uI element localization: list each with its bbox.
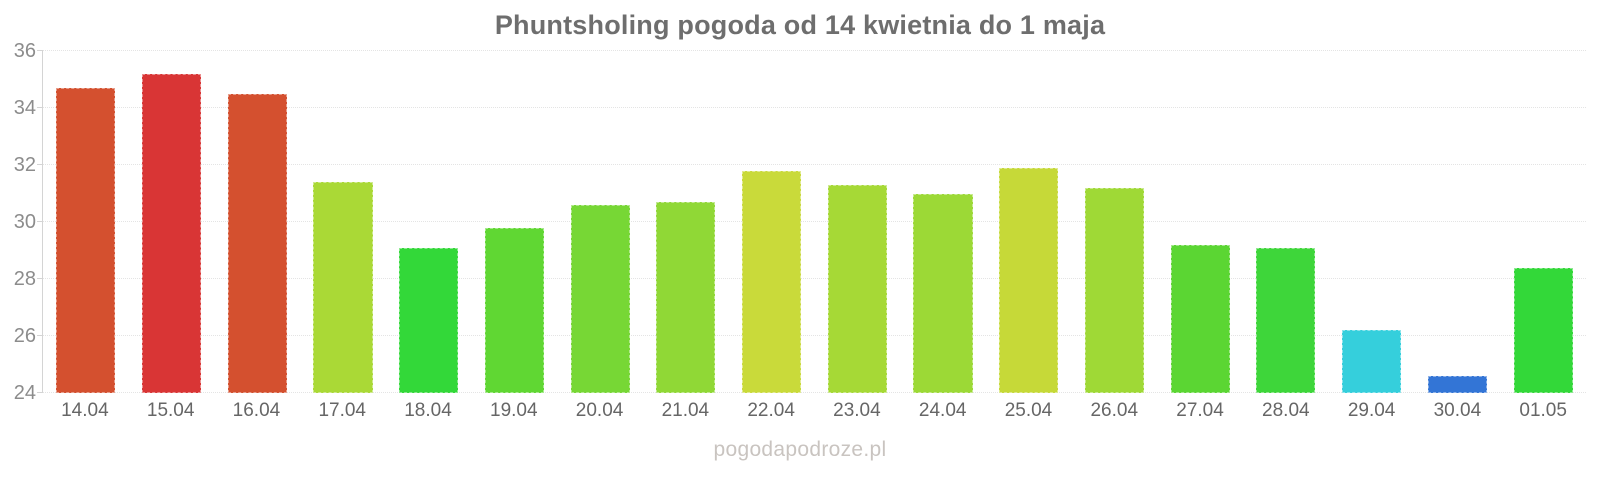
chart-bar-18.04[interactable] [399,247,459,393]
bar-slot [1072,51,1158,393]
chart-bar-29.04[interactable] [1342,330,1402,393]
x-tick-label: 29.04 [1347,400,1396,421]
bar-slot [214,51,300,393]
plot-area [37,50,1586,393]
chart-bar-19.04[interactable] [484,227,545,393]
x-tick-label: 18.04 [404,400,452,421]
grid-line [37,221,1586,222]
chart-bar-25.04[interactable] [999,167,1059,393]
chart-bar-16.04[interactable] [227,93,287,393]
chart-bar-28.04[interactable] [1256,247,1316,393]
bar-slot [986,51,1072,393]
chart-bar-22.04[interactable] [742,170,802,393]
y-axis: 24 26 28 30 32 34 36 [6,41,42,403]
x-tick-label: 25.04 [1004,400,1053,421]
x-tick-label: 30.04 [1433,400,1482,421]
x-tick-label: 26.04 [1090,400,1139,421]
chart-bar-27.04[interactable] [1170,244,1230,393]
bar-slot [1415,51,1501,393]
grid-line [37,50,1586,51]
bar-slot [43,51,129,393]
bar-slot [729,51,815,393]
x-tick-label: 17.04 [318,400,366,421]
bar-slot [386,51,472,393]
bar-slot [1500,51,1586,393]
bar-slot [814,51,900,393]
x-tick-label: 20.04 [575,400,624,421]
chart-bar-17.04[interactable] [313,182,373,393]
x-tick-label: 15.04 [146,400,195,421]
chart-area: 24 26 28 30 32 34 36 [6,41,1586,403]
chart-bar-01.05[interactable] [1513,267,1573,393]
grid-line [37,392,1586,393]
bar-slot [557,51,643,393]
y-tick-label: 24 [13,382,36,404]
x-tick-label: 27.04 [1176,400,1224,421]
chart-bar-15.04[interactable] [142,73,202,393]
grid-line [37,335,1586,336]
chart-bar-20.04[interactable] [570,204,630,393]
bar-slot [1329,51,1415,393]
x-tick-label: 14.04 [61,400,109,421]
chart-bar-23.04[interactable] [827,184,887,393]
x-tick-label: 24.04 [918,400,967,421]
y-tick-label: 34 [13,97,36,119]
chart-bar-14.04[interactable] [56,88,116,393]
y-tick-label: 36 [13,40,36,62]
grid-line [37,278,1586,279]
y-tick-label: 32 [13,154,36,176]
bars-layer [43,51,1586,393]
bar-slot [300,51,386,393]
chart-bar-21.04[interactable] [656,202,716,393]
bar-slot [1243,51,1329,393]
bar-slot [472,51,558,393]
x-tick-label: 19.04 [490,400,538,421]
y-tick-label: 26 [13,325,36,347]
grid-line [37,107,1586,108]
bar-slot [1157,51,1243,393]
x-tick-label: 21.04 [661,400,710,421]
chart-bar-30.04[interactable] [1427,375,1487,393]
y-tick-label: 30 [13,211,36,233]
bar-slot [129,51,215,393]
bar-slot [900,51,986,393]
grid-line [37,164,1586,165]
x-tick-label: 23.04 [833,400,881,421]
y-tick-label: 28 [13,268,36,290]
bar-slot [643,51,729,393]
chart-bar-24.04[interactable] [913,193,973,393]
x-tick-label: 16.04 [232,400,281,421]
watermark: pogodapodroze.pl [713,438,887,461]
x-tick-label: 22.04 [747,400,795,421]
chart-bar-26.04[interactable] [1084,187,1145,393]
x-tick-label: 28.04 [1262,400,1310,421]
chart-title: Phuntsholing pogoda od 14 kwietnia do 1 … [494,10,1106,40]
x-axis: 14.04 15.04 16.04 17.04 18.04 19.04 20.04 21.04… [42,400,1586,422]
x-tick-label: 01.05 [1519,400,1567,421]
